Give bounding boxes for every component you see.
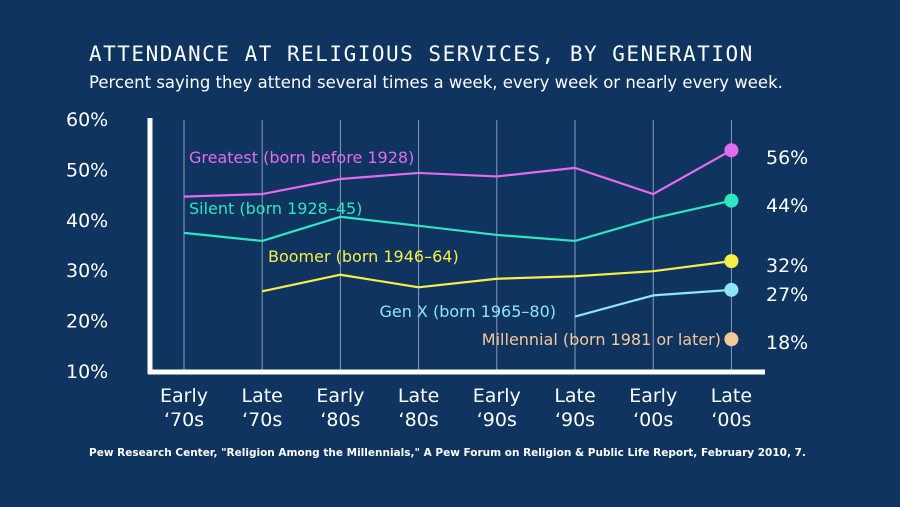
series-label: Boomer (born 1946–64): [268, 247, 459, 266]
x-tick-label: ‘90s: [477, 409, 517, 431]
end-value-label: 56%: [766, 147, 808, 169]
x-tick-label: Early: [473, 385, 521, 407]
x-tick-label: Early: [316, 385, 364, 407]
x-tick-label: ‘90s: [555, 409, 595, 431]
chart-subtitle: Percent saying they attend several times…: [89, 73, 783, 92]
series-line: [261, 260, 732, 293]
y-tick-label: 20%: [66, 311, 108, 333]
x-tick-label: Late: [398, 385, 439, 407]
chart-title: ATTENDANCE AT RELIGIOUS SERVICES, BY GEN…: [89, 42, 754, 66]
series-label: Silent (born 1928–45): [189, 199, 362, 218]
source-note: Pew Research Center, "Religion Among the…: [89, 447, 806, 459]
x-tick-label: Late: [242, 385, 283, 407]
x-tick-label: Late: [711, 385, 752, 407]
x-tick-label: ‘70s: [242, 409, 282, 431]
y-tick-label: 10%: [66, 361, 108, 383]
end-value-label: 18%: [766, 332, 808, 354]
series-label: Gen X (born 1965–80): [379, 302, 556, 321]
y-tick-label: 50%: [66, 159, 108, 181]
y-tick-label: 40%: [66, 210, 108, 232]
end-marker: [724, 254, 739, 269]
series-label: Greatest (born before 1928): [189, 148, 414, 167]
end-marker: [724, 282, 739, 297]
x-tick-label: ‘80s: [320, 409, 360, 431]
end-marker: [724, 193, 739, 208]
end-value-label: 32%: [766, 255, 808, 277]
series-line: [183, 199, 732, 243]
x-tick-label: ‘80s: [399, 409, 439, 431]
end-marker: [724, 143, 739, 158]
x-tick-label: Early: [160, 385, 208, 407]
x-tick-label: ‘00s: [633, 409, 673, 431]
y-tick-label: 30%: [66, 260, 108, 282]
x-tick-label: Late: [554, 385, 595, 407]
end-value-label: 27%: [766, 284, 808, 306]
x-tick-label: ‘70s: [164, 409, 204, 431]
end-marker: [724, 332, 739, 347]
end-value-label: 44%: [766, 195, 808, 217]
y-tick-label: 60%: [66, 109, 108, 131]
x-tick-label: ‘00s: [711, 409, 751, 431]
series-line: [183, 149, 732, 198]
series-line: [574, 288, 732, 318]
series-label: Millennial (born 1981 or later): [482, 330, 721, 349]
x-tick-label: Early: [629, 385, 677, 407]
